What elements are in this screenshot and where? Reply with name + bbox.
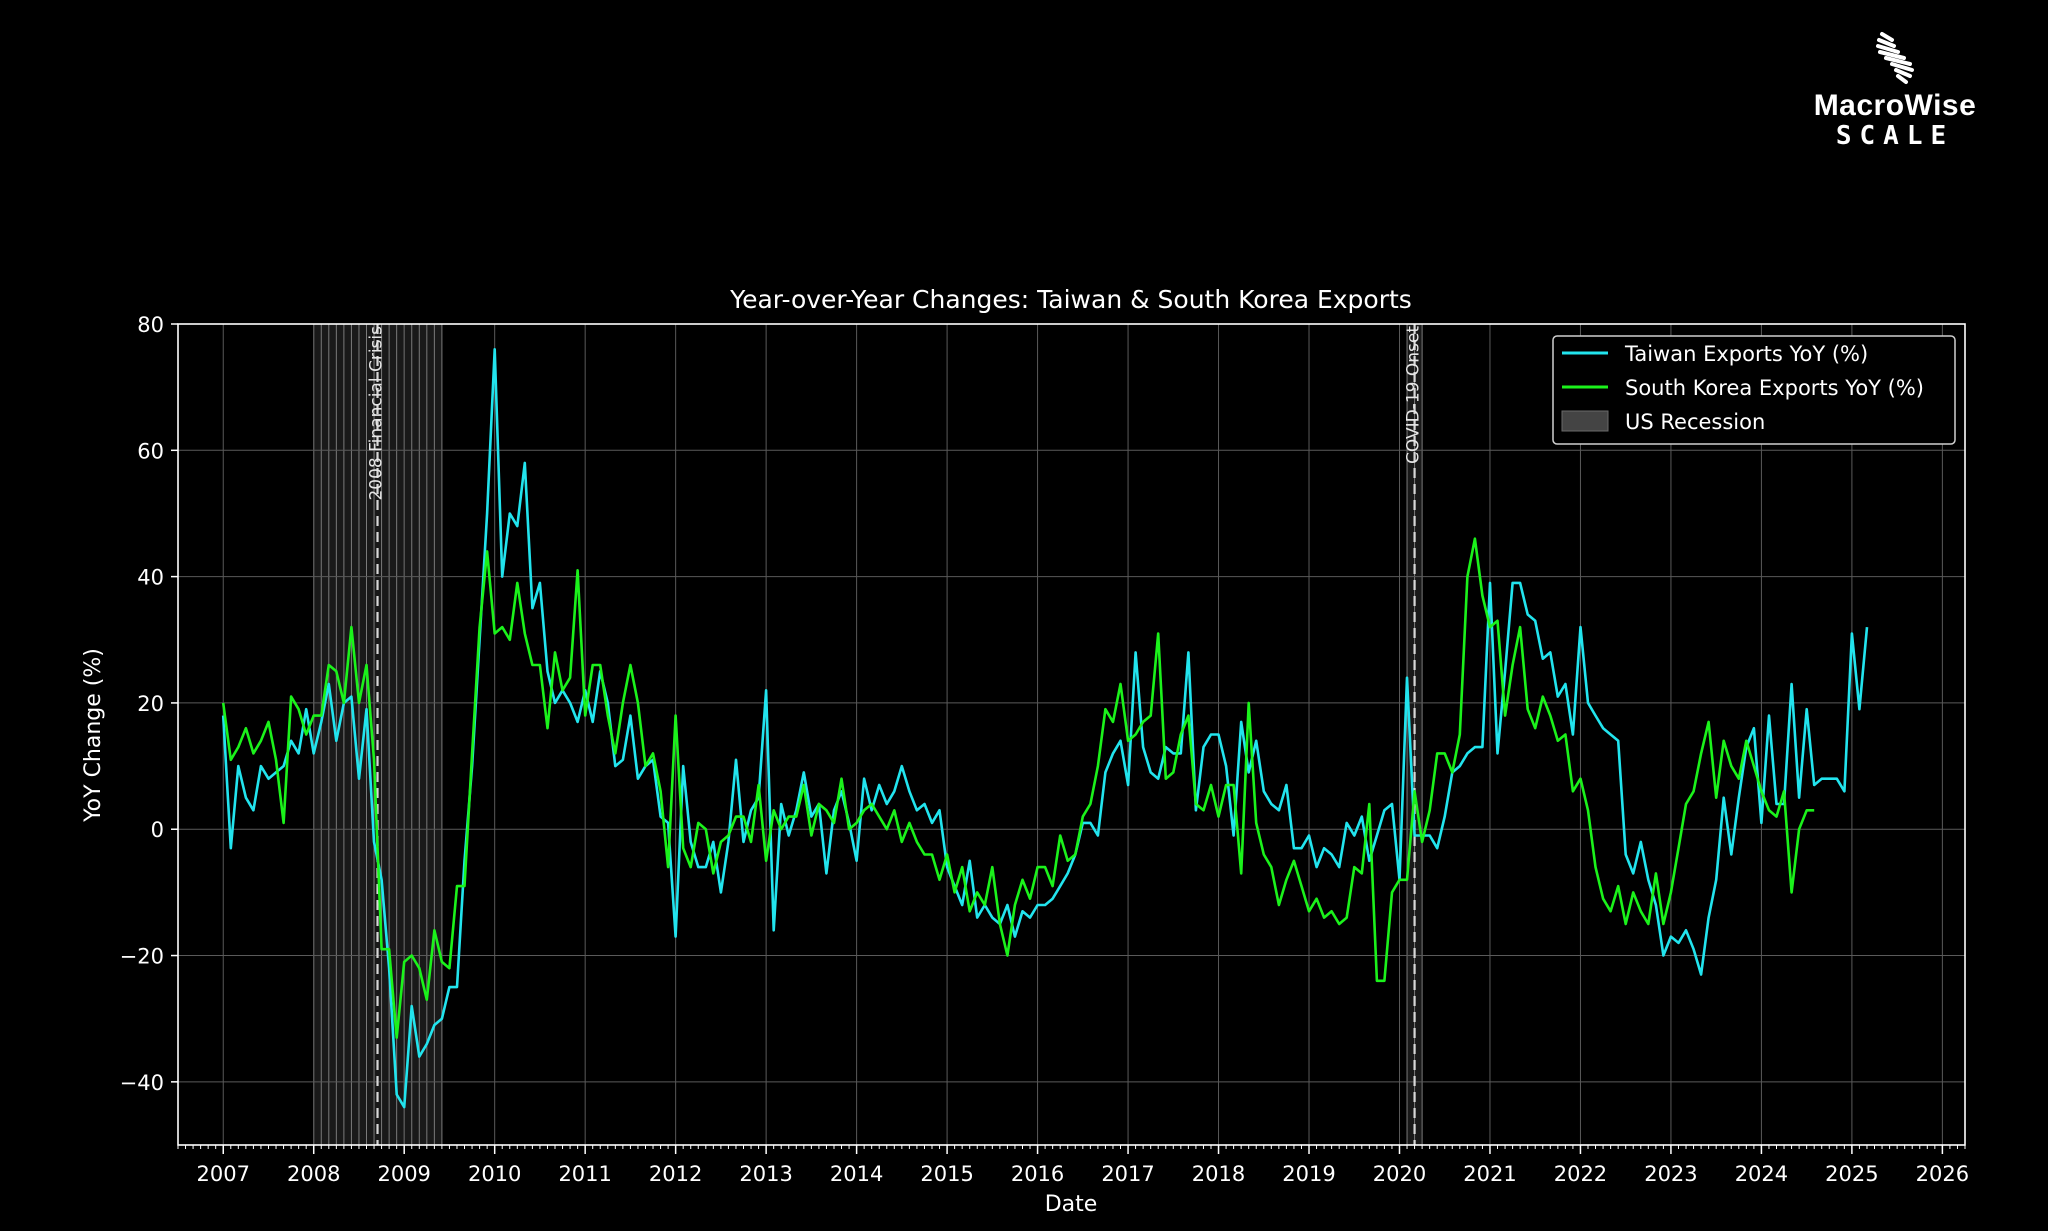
y-tick-label: 80 <box>137 313 164 337</box>
event-markers: 2008 Financial Crisis COVID-19 Onset <box>367 324 1424 1145</box>
x-tick-label: 2012 <box>649 1162 702 1186</box>
series-line-korea <box>221 537 1815 1039</box>
x-tick-label: 2015 <box>920 1162 973 1186</box>
legend-box <box>1552 335 1956 445</box>
brand-sub: SCALE <box>1835 121 1955 151</box>
x-axis: 2007 2008 2009 2010 2011 2012 2013 2014 2015 2016… <box>177 1145 1969 1186</box>
x-tick-label: 2009 <box>377 1162 430 1186</box>
y-tick-label: 60 <box>137 439 164 463</box>
legend-swatch-recession <box>1561 410 1609 432</box>
x-tick-label: 2019 <box>1282 1162 1335 1186</box>
legend: Taiwan Exports YoY (%) South Korea Expor… <box>1552 335 1956 445</box>
gridlines <box>178 323 1965 1145</box>
x-tick-label: 2008 <box>287 1162 340 1186</box>
x-tick-label: 2010 <box>468 1162 521 1186</box>
x-tick-label: 2016 <box>1011 1162 1064 1186</box>
x-tick-label: 2014 <box>830 1162 883 1186</box>
x-tick-label: 2022 <box>1554 1162 1607 1186</box>
y-tick-label: 40 <box>137 566 164 590</box>
brand-logo: MacroWise SCALE <box>1800 30 1990 150</box>
series-line-taiwan <box>221 347 1869 1109</box>
legend-label-recession: US Recession <box>1625 410 1765 434</box>
chart-title: Year-over-Year Changes: Taiwan & South K… <box>729 285 1412 314</box>
logo-icon <box>1876 32 1914 84</box>
plot-frame <box>177 323 1966 1146</box>
recession-bands <box>313 324 1423 1145</box>
x-tick-label: 2017 <box>1101 1162 1154 1186</box>
event-label: 2008 Financial Crisis <box>367 326 387 501</box>
y-tick-label: 0 <box>151 818 164 842</box>
x-tick-label: 2023 <box>1644 1162 1697 1186</box>
x-axis-label: Date <box>1045 1192 1098 1217</box>
series-lines <box>221 347 1869 1109</box>
plot-area: 2008 Financial Crisis COVID-19 Onset <box>177 323 1966 1146</box>
x-tick-label: 2018 <box>1192 1162 1245 1186</box>
x-tick-label: 2013 <box>739 1162 792 1186</box>
y-tick-label: −20 <box>120 945 164 969</box>
x-tick-label: 2025 <box>1825 1162 1878 1186</box>
x-tick-label: 2021 <box>1463 1162 1516 1186</box>
y-tick-label: 20 <box>137 692 164 716</box>
legend-label-taiwan: Taiwan Exports YoY (%) <box>1624 342 1868 366</box>
x-tick-label: 2007 <box>197 1162 250 1186</box>
x-tick-label: 2026 <box>1916 1162 1969 1186</box>
brand-name: MacroWise <box>1813 89 1977 122</box>
y-axis-label: YoY Change (%) <box>81 648 106 823</box>
x-tick-label: 2011 <box>558 1162 611 1186</box>
x-tick-label: 2024 <box>1735 1162 1788 1186</box>
y-tick-label: −40 <box>120 1071 164 1095</box>
y-axis: −40 −20 0 20 40 60 80 <box>120 313 178 1095</box>
x-tick-label: 2020 <box>1373 1162 1426 1186</box>
event-label: COVID-19 Onset <box>1404 326 1424 464</box>
legend-label-korea: South Korea Exports YoY (%) <box>1625 376 1924 400</box>
